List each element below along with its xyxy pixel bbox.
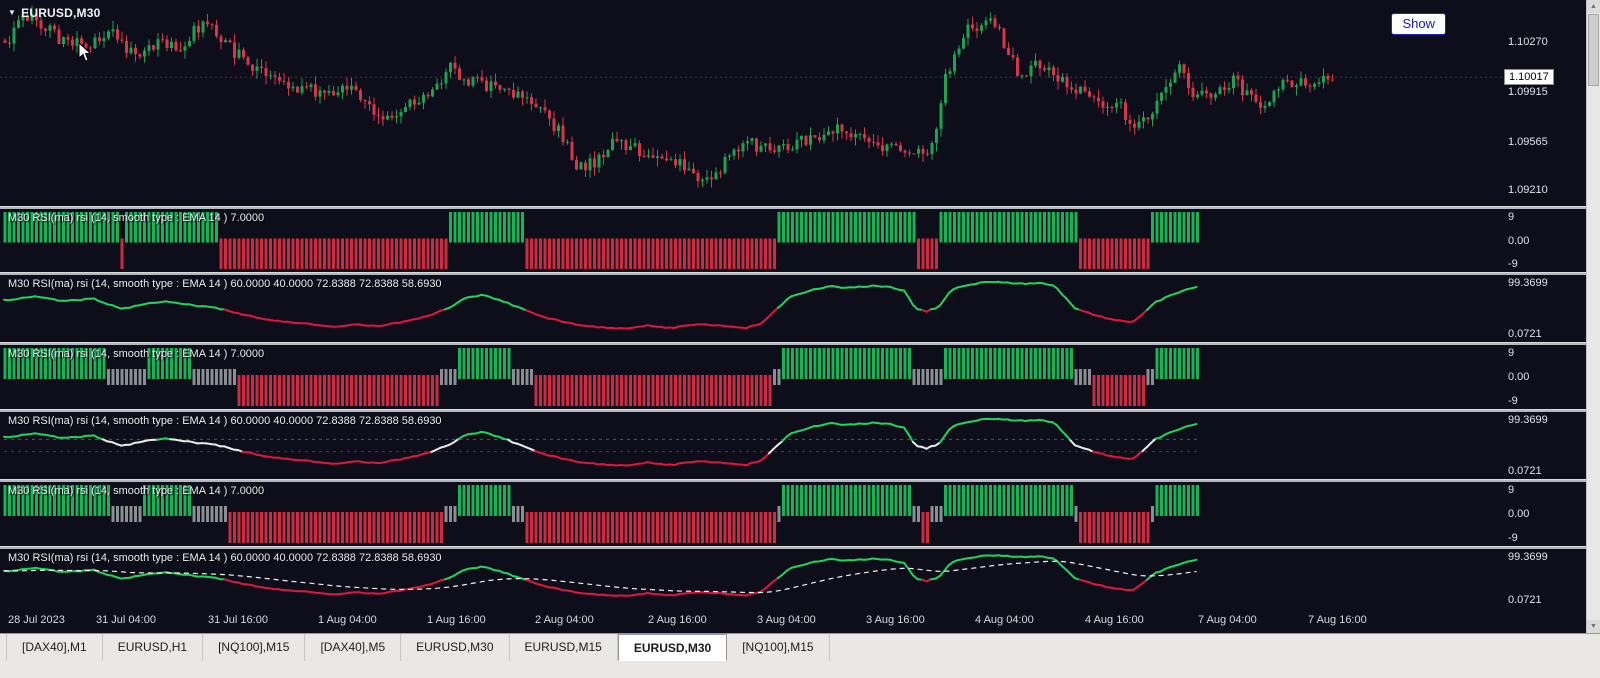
scale-bottom-label: -9 — [1508, 532, 1518, 544]
indicator-label: M30 RSI(ma) rsi (14, smooth type : EMA 1… — [8, 212, 265, 224]
indicator-line-chart — [3, 417, 1198, 467]
chart-tab--dax40-m5[interactable]: [DAX40],M5 — [305, 634, 402, 661]
chart-tab-eurusd-h1[interactable]: EURUSD,H1 — [103, 634, 204, 661]
scrollbar-thumb[interactable] — [1588, 14, 1599, 86]
indicator-window-6: M30 RSI(ma) rsi (14, smooth type : EMA 1… — [0, 549, 1586, 608]
scale-mid-label: 0.00 — [1508, 234, 1530, 247]
indicator-plot[interactable]: M30 RSI(ma) rsi (14, smooth type : EMA 1… — [0, 209, 1502, 272]
indicator-line-chart — [3, 280, 1198, 330]
chart-tab--dax40-m1[interactable]: [DAX40],M1 — [6, 634, 103, 661]
indicator-window-2: M30 RSI(ma) rsi (14, smooth type : EMA 1… — [0, 275, 1586, 342]
indicator-scale: 99.3699 0.0721 — [1502, 275, 1586, 342]
indicator-scale: 9 0.00 -9 — [1502, 345, 1586, 409]
indicator-plot[interactable]: M30 RSI(ma) rsi (14, smooth type : EMA 1… — [0, 482, 1502, 546]
indicator-label: M30 RSI(ma) rsi (14, smooth type : EMA 1… — [8, 278, 442, 290]
vertical-scrollbar[interactable]: ▲ ▼ — [1586, 0, 1600, 633]
scale-mid-label: 0.00 — [1508, 508, 1530, 520]
current-price-badge: 1.10017 — [1504, 69, 1554, 85]
pane-separator[interactable] — [0, 206, 1586, 209]
indicator-histogram — [3, 212, 1199, 269]
time-axis[interactable]: 28 Jul 2023 31 Jul 04:00 31 Jul 16:00 1 Aug… — [0, 608, 1586, 633]
chart-body: ▼ EURUSD,M30 Show 1.10270 1.09915 1.09565 1.… — [0, 0, 1600, 633]
indicator-label: M30 RSI(ma) rsi (14, smooth type : EMA 1… — [8, 552, 442, 564]
price-axis-label: 1.09915 — [1508, 86, 1548, 98]
pane-separator[interactable] — [0, 272, 1586, 275]
indicator-plot[interactable]: M30 RSI(ma) rsi (14, smooth type : EMA 1… — [0, 275, 1502, 342]
indicator-window-4: M30 RSI(ma) rsi (14, smooth type : EMA 1… — [0, 412, 1586, 479]
scale-top-label: 9 — [1508, 484, 1515, 496]
show-button[interactable]: Show — [1391, 13, 1446, 35]
mouse-cursor-icon — [78, 42, 92, 62]
main-chart-window: ▼ EURUSD,M30 Show 1.10270 1.09915 1.09565 1.… — [0, 0, 1586, 206]
indicator-histogram — [3, 348, 1199, 406]
chart-tab--nq100-m15[interactable]: [NQ100],M15 — [727, 634, 830, 661]
time-axis-label: 3 Aug 04:00 — [757, 614, 816, 626]
scale-bottom-label: 0.0721 — [1508, 594, 1542, 606]
pane-separator[interactable] — [0, 479, 1586, 482]
scale-bottom-label: -9 — [1508, 395, 1518, 407]
time-axis-label: 28 Jul 2023 — [8, 614, 65, 626]
scale-mid-label: 0.00 — [1508, 371, 1530, 383]
main-chart-plot[interactable]: ▼ EURUSD,M30 Show — [0, 0, 1502, 206]
scale-top-label: 99.3699 — [1508, 551, 1548, 563]
pane-separator[interactable] — [0, 409, 1586, 412]
time-axis-label: 3 Aug 16:00 — [866, 614, 925, 626]
time-axis-label: 7 Aug 16:00 — [1308, 614, 1367, 626]
indicator-scale: 9 0.00 -9 — [1502, 482, 1586, 546]
indicator-window-1: M30 RSI(ma) rsi (14, smooth type : EMA 1… — [0, 209, 1586, 272]
scale-top-label: 99.3699 — [1508, 277, 1548, 289]
time-axis-label: 2 Aug 04:00 — [535, 614, 594, 626]
time-axis-label: 7 Aug 04:00 — [1198, 614, 1257, 626]
indicator-plot[interactable]: M30 RSI(ma) rsi (14, smooth type : EMA 1… — [0, 412, 1502, 479]
chart-tab-eurusd-m30[interactable]: EURUSD,M30 — [617, 634, 728, 661]
scale-bottom-label: 0.0721 — [1508, 465, 1542, 477]
indicator-label: M30 RSI(ma) rsi (14, smooth type : EMA 1… — [8, 348, 265, 360]
pane-separator[interactable] — [0, 342, 1586, 345]
scale-top-label: 9 — [1508, 211, 1515, 223]
price-axis-label: 1.09210 — [1508, 184, 1548, 196]
scale-top-label: 9 — [1508, 347, 1515, 359]
price-axis-label: 1.10270 — [1508, 36, 1548, 48]
scale-bottom-label: 0.0721 — [1508, 328, 1542, 340]
chart-tab-eurusd-m15[interactable]: EURUSD,M15 — [510, 634, 618, 661]
time-axis-label: 4 Aug 16:00 — [1085, 614, 1144, 626]
chart-tab-bar: [DAX40],M1 EURUSD,H1 [NQ100],M15 [DAX40],M5… — [0, 633, 1600, 678]
indicator-histogram — [3, 485, 1199, 543]
price-scale[interactable]: 1.10270 1.09915 1.09565 1.09210 1.10017 — [1502, 0, 1586, 206]
price-axis-label: 1.09565 — [1508, 136, 1548, 148]
symbol-text: EURUSD,M30 — [21, 6, 101, 20]
scale-top-label: 99.3699 — [1508, 414, 1548, 426]
scale-bottom-label: -9 — [1508, 258, 1518, 270]
candlestick-chart — [0, 5, 1502, 188]
indicator-scale: 9 0.00 -9 — [1502, 209, 1586, 272]
chart-tab--nq100-m15[interactable]: [NQ100],M15 — [203, 634, 306, 661]
scroll-up-icon[interactable]: ▲ — [1587, 0, 1600, 13]
indicator-plot[interactable]: M30 RSI(ma) rsi (14, smooth type : EMA 1… — [0, 549, 1502, 608]
indicator-line-chart — [3, 554, 1198, 597]
indicator-window-5: M30 RSI(ma) rsi (14, smooth type : EMA 1… — [0, 482, 1586, 546]
time-axis-label: 31 Jul 16:00 — [208, 614, 268, 626]
time-axis-label: 4 Aug 04:00 — [975, 614, 1034, 626]
time-axis-label: 1 Aug 16:00 — [427, 614, 486, 626]
chart-tab-eurusd-m30[interactable]: EURUSD,M30 — [401, 634, 510, 661]
indicator-scale: 99.3699 0.0721 — [1502, 549, 1586, 608]
time-axis-label: 2 Aug 16:00 — [648, 614, 707, 626]
time-axis-label: 1 Aug 04:00 — [318, 614, 377, 626]
scroll-down-icon[interactable]: ▼ — [1587, 620, 1600, 633]
symbol-marker-icon: ▼ — [8, 8, 17, 17]
indicator-label: M30 RSI(ma) rsi (14, smooth type : EMA 1… — [8, 485, 265, 497]
indicator-label: M30 RSI(ma) rsi (14, smooth type : EMA 1… — [8, 415, 442, 427]
indicator-plot[interactable]: M30 RSI(ma) rsi (14, smooth type : EMA 1… — [0, 345, 1502, 409]
symbol-label: ▼ EURUSD,M30 — [8, 6, 100, 20]
time-axis-label: 31 Jul 04:00 — [96, 614, 156, 626]
indicator-window-3: M30 RSI(ma) rsi (14, smooth type : EMA 1… — [0, 345, 1586, 409]
pane-separator[interactable] — [0, 546, 1586, 549]
indicator-scale: 99.3699 0.0721 — [1502, 412, 1586, 479]
